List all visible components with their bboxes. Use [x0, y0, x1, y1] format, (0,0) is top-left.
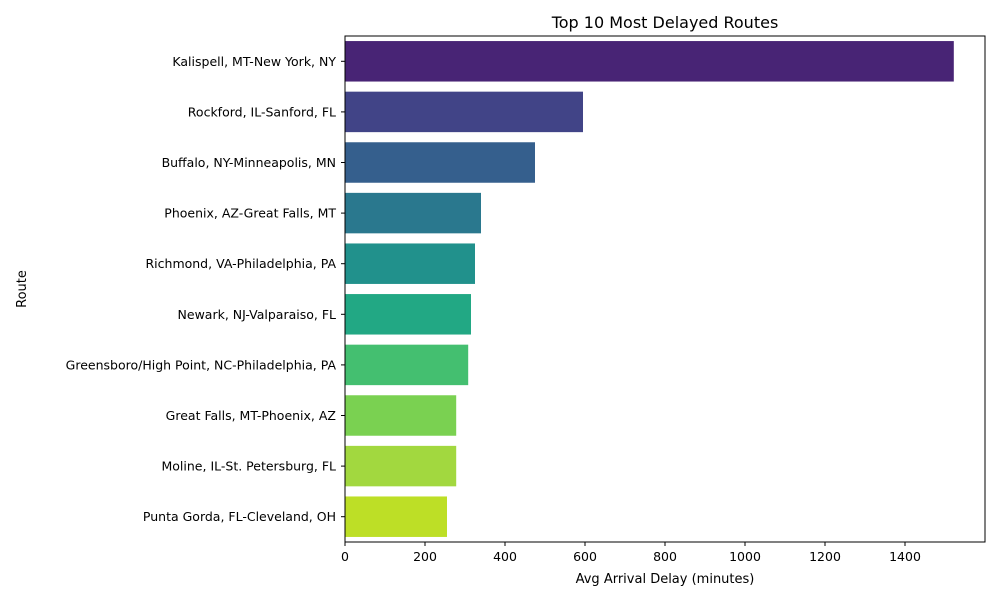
x-tick-label: 0	[341, 549, 349, 564]
bar-1	[345, 91, 583, 133]
y-tick-label: Kalispell, MT-New York, NY	[172, 54, 336, 69]
y-tick-label: Buffalo, NY-Minneapolis, MN	[162, 155, 336, 170]
bar-6	[345, 344, 469, 386]
x-tick-label: 1400	[889, 549, 921, 564]
x-tick-label: 600	[573, 549, 597, 564]
plot-area	[345, 41, 954, 537]
bar-2	[345, 142, 535, 183]
y-tick-label: Great Falls, MT-Phoenix, AZ	[166, 408, 336, 423]
y-tick-label: Punta Gorda, FL-Cleveland, OH	[143, 509, 336, 524]
bar-0	[345, 41, 954, 82]
y-axis-ticks: Kalispell, MT-New York, NY Rockford, IL-S…	[66, 54, 345, 524]
x-tick-label: 800	[653, 549, 677, 564]
y-tick-label: Phoenix, AZ-Great Falls, MT	[164, 206, 336, 221]
x-tick-label: 1200	[809, 549, 841, 564]
chart-title: Top 10 Most Delayed Routes	[551, 13, 779, 32]
x-axis-label: Avg Arrival Delay (minutes)	[576, 572, 755, 587]
x-tick-label: 200	[413, 549, 437, 564]
x-tick-label: 1000	[729, 549, 761, 564]
x-tick-label: 400	[493, 549, 517, 564]
x-axis-ticks: 0 200 400 600 800 1000 1200 1400	[341, 542, 921, 564]
bar-7	[345, 395, 457, 436]
y-axis-label: Route	[15, 270, 30, 308]
y-tick-label: Richmond, VA-Philadelphia, PA	[145, 256, 336, 271]
bar-4	[345, 243, 475, 284]
bar-8	[345, 445, 457, 487]
y-tick-label: Rockford, IL-Sanford, FL	[188, 104, 336, 119]
y-tick-label: Newark, NJ-Valparaiso, FL	[178, 307, 336, 322]
bar-3	[345, 192, 481, 234]
bar-9	[345, 496, 447, 537]
y-tick-label: Moline, IL-St. Petersburg, FL	[162, 459, 337, 474]
bar-5	[345, 294, 471, 335]
y-tick-label: Greensboro/High Point, NC-Philadelphia, …	[66, 357, 337, 372]
